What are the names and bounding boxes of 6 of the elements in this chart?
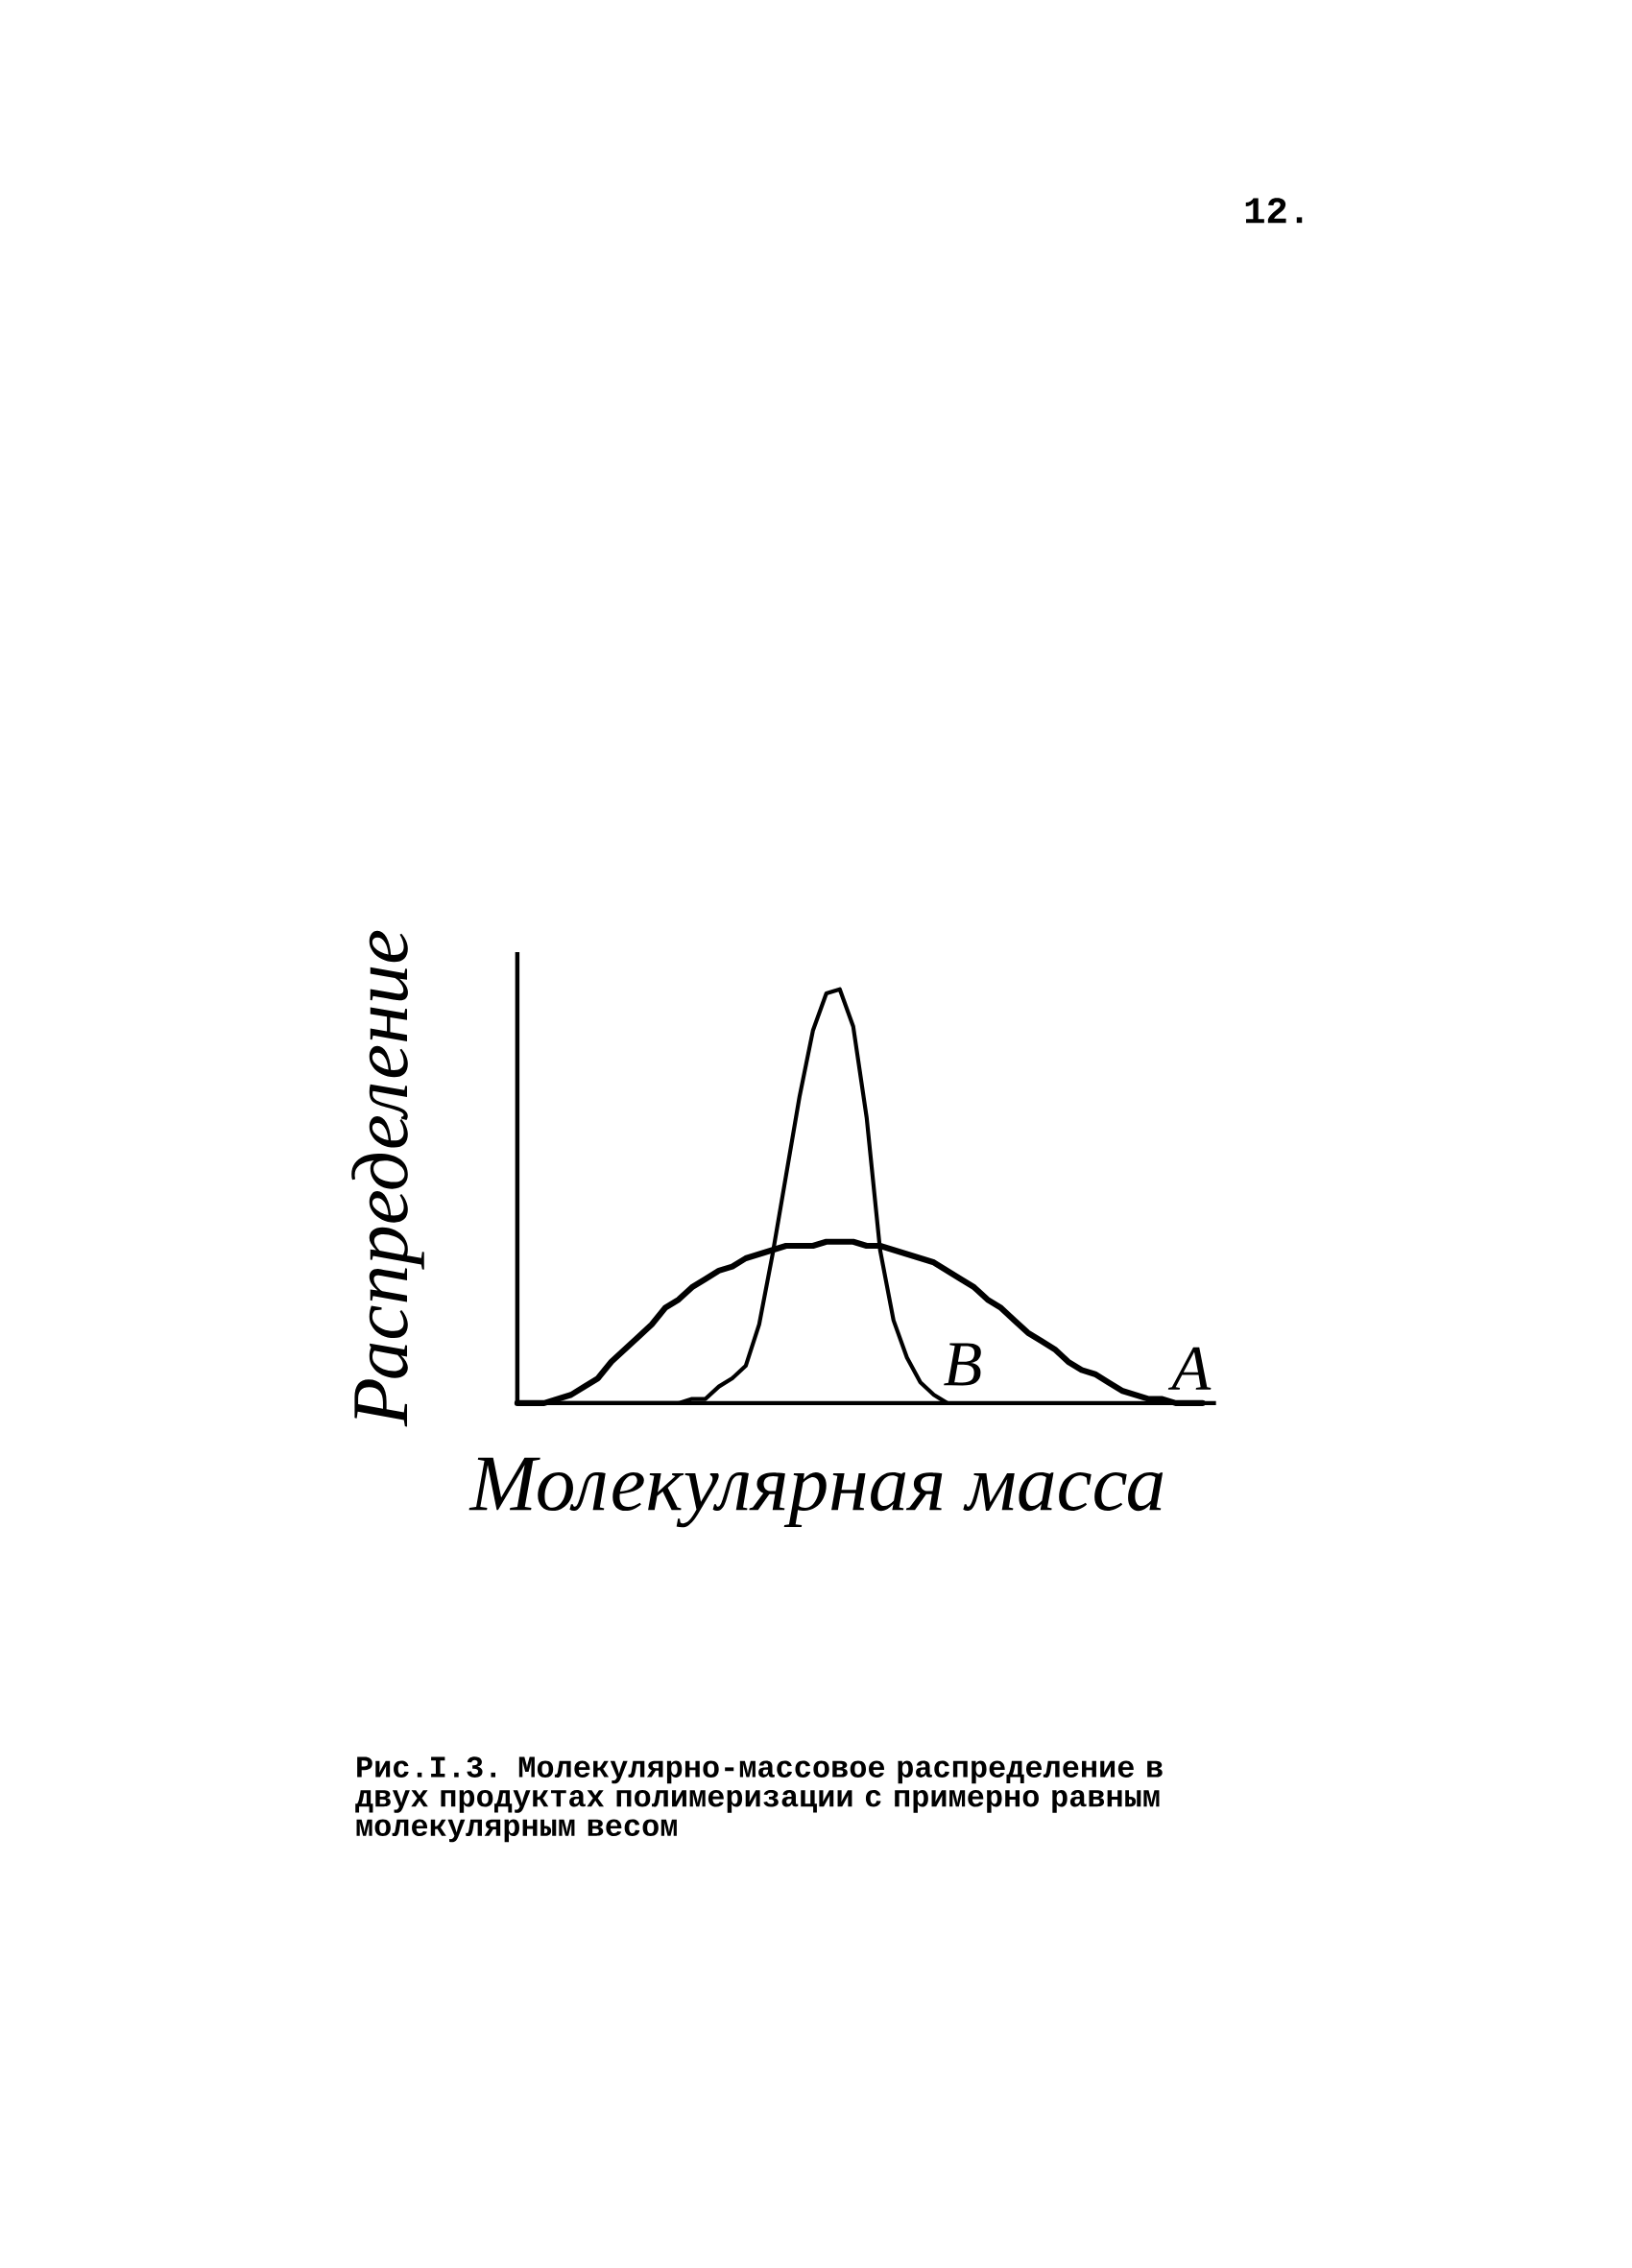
x-axis-title: Молекулярная масса (468, 1457, 1164, 1528)
series-label: A (1167, 1347, 1212, 1390)
series-label: B (944, 1343, 981, 1386)
text: Рис.I.3. Молекулярно-массовое распределение в двух продуктах полимеризации с примерно равным молекулярным весом (355, 1756, 1163, 1843)
text: 12. (1245, 198, 1303, 224)
y-axis-title: Распределение (351, 930, 424, 1427)
